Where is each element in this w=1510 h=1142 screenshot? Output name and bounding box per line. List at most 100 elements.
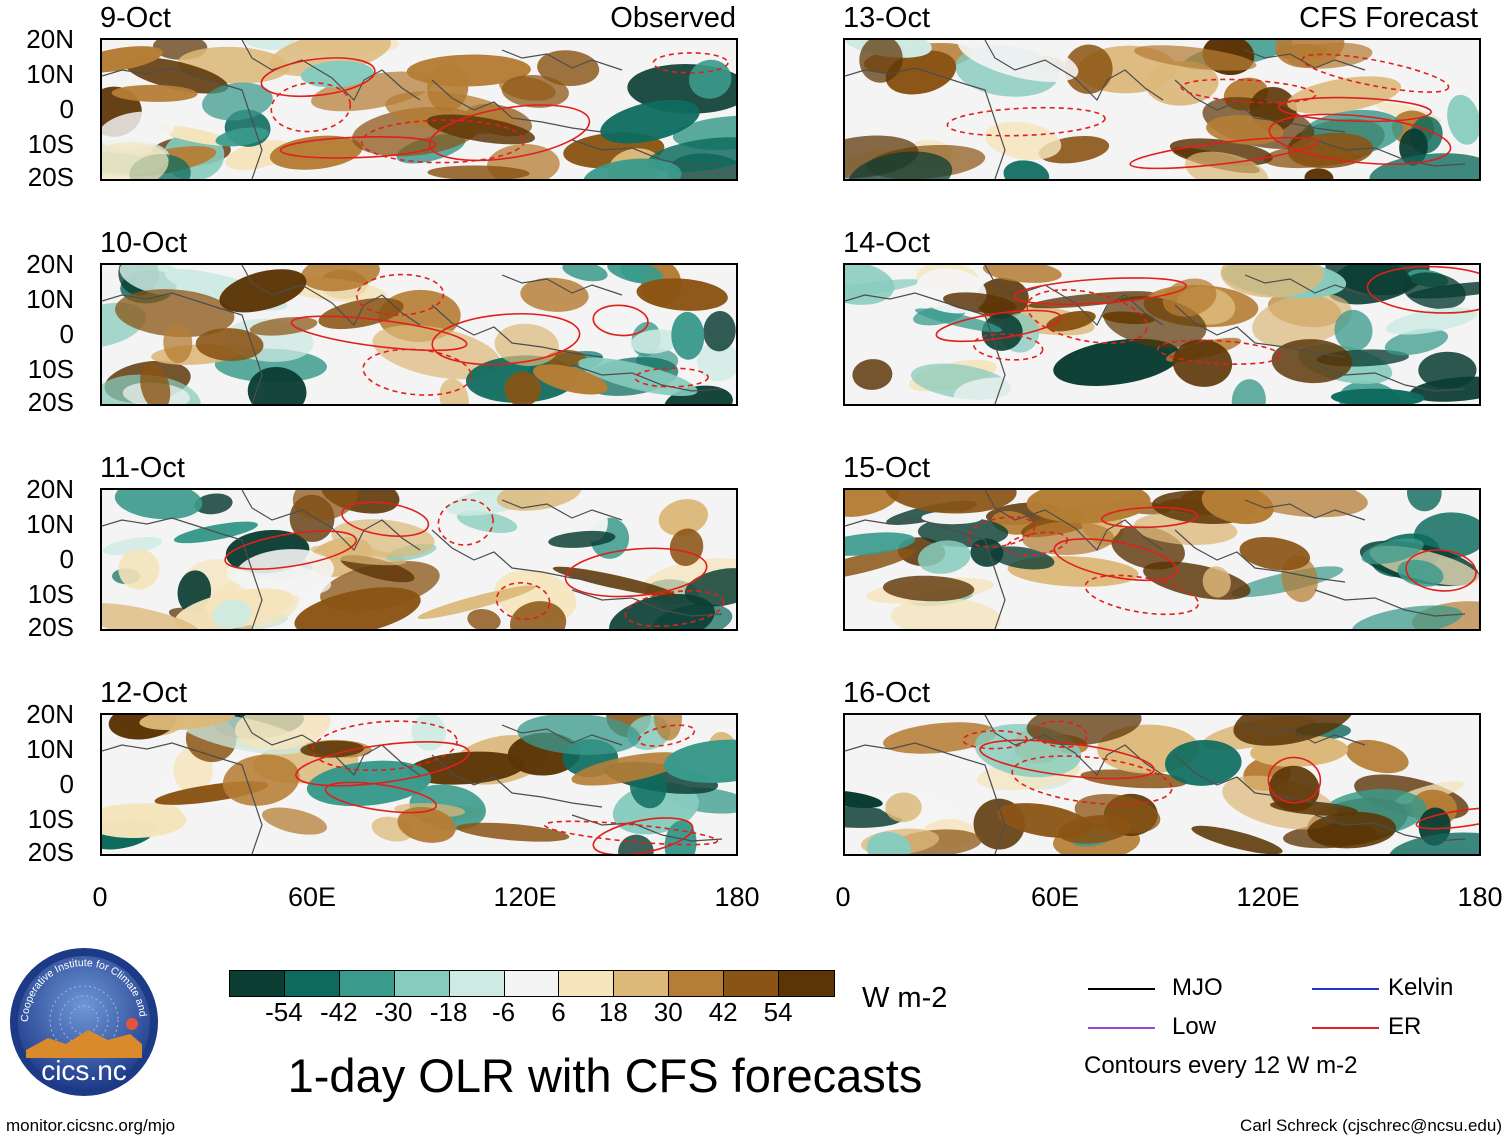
er-contour [1129,136,1319,170]
olr-anomaly-blob [533,364,608,395]
olr-anomaly-blob [1288,132,1374,169]
er-contour [290,315,468,352]
olr-anomaly-blob [658,499,709,536]
lon-label: 60E [287,882,337,912]
er-contour [270,82,352,133]
olr-anomaly-blob [636,278,728,311]
coastline [431,529,603,583]
olr-anomaly-blob [696,341,736,382]
olr-anomaly-blob [139,715,236,731]
er-contour [324,781,438,814]
olr-anomaly-blob [845,265,895,305]
footer-url[interactable]: monitor.cicsnc.org/mjo [6,1116,176,1135]
olr-anomaly-blob [247,366,307,404]
olr-anomaly-blob [703,311,736,352]
olr-anomaly-blob [1408,280,1479,299]
coastline [571,364,723,392]
olr-anomaly-blob [1352,605,1463,629]
colorbar-tick-label: -30 [374,997,413,1027]
olr-anomaly-blob [215,127,269,147]
er-contour [935,309,1062,343]
olr-anomaly-blob [124,57,229,94]
er-contour [1026,289,1148,344]
olr-anomaly-blob [852,359,893,390]
olr-anomaly-blob [102,536,163,556]
lat-label: 20N [26,24,74,54]
legend-contour-note: Contours every 12 W m-2 [1084,1052,1358,1079]
lat-label: 20N [26,474,74,504]
coastline [845,517,1006,629]
olr-anomaly-blob [1022,521,1114,556]
cicsnc-logo: Cooperative Institute for Climate and Sa… [4,937,160,1098]
er-contour [362,348,473,396]
olr-anomaly-blob [102,603,202,629]
coastline [845,292,1006,404]
er-contour [946,106,1106,137]
olr-anomaly-blob [115,289,235,338]
legend-label-kelvin: Kelvin [1388,974,1454,1001]
er-contour [1267,756,1322,804]
olr-anomaly-blob [845,790,883,809]
olr-anomaly-blob [1330,388,1425,404]
olr-anomaly-blob [300,265,380,292]
coastline [1314,364,1466,392]
olr-anomaly-blob [242,40,295,50]
olr-anomaly-blob [102,111,175,150]
olr-anomaly-blob [1406,490,1442,512]
lon-label: 120E [493,882,557,912]
lat-label: 10N [26,284,74,314]
coastline [1174,304,1346,358]
panel-date-14oct: 14-Oct [843,227,931,259]
coastline [102,517,263,629]
olr-anomaly-blob [653,715,682,741]
olr-anomaly-blob [996,803,1092,838]
olr-anomaly-blob [607,265,664,284]
olr-anomaly-blob [261,807,328,835]
er-contour [1277,96,1432,123]
olr-anomaly-blob [915,308,1003,333]
legend-line-kelvin [1312,988,1379,990]
olr-anomaly-blob [1304,168,1334,179]
colorbar-tick-label: 42 [708,997,738,1027]
er-contour [624,589,725,628]
coastline [1174,79,1346,133]
olr-anomaly-blob [1325,265,1412,296]
olr-anomaly-blob [300,60,374,88]
colorbar-cell [394,971,450,996]
panel-tag-observed: Observed [610,2,736,34]
coastline [241,265,421,327]
lat-label: 20S [27,162,74,192]
er-contour [495,581,551,621]
panel-date-12oct: 12-Oct [100,677,188,709]
legend-label-low: Low [1172,1013,1217,1040]
lat-label: 0 [59,544,74,574]
lat-label: 10N [26,59,74,89]
lat-label: 20S [27,387,74,417]
olr-anomaly-blob [848,151,953,179]
er-contour [1157,339,1281,365]
coastline [431,754,603,808]
coastline [1314,814,1466,842]
coastline [1174,754,1346,808]
olr-anomaly-blob [1165,739,1242,786]
panel-tag-cfs-forecast: CFS Forecast [1299,2,1478,34]
olr-anomaly-blob [1231,379,1266,404]
footer-credit: Carl Schreck (cjschrec@ncsu.edu) [1240,1116,1502,1135]
olr-anomaly-blob [669,528,704,566]
lat-label: 10N [26,734,74,764]
er-contour [972,333,1044,361]
olr-anomaly-blob [845,548,915,581]
olr-anomaly-blob [235,549,335,596]
olr-anomaly-blob [156,125,234,146]
colorbar-tick-label: -6 [491,997,516,1027]
olr-anomaly-blob [1201,490,1274,525]
olr-anomaly-blob [517,715,641,755]
olr-anomaly-blob [1064,44,1113,94]
legend-label-er: ER [1388,1013,1422,1040]
er-contour [1180,78,1317,104]
er-contour [1100,506,1199,529]
lat-label: 20N [26,699,74,729]
olr-anomaly-blob [1385,307,1478,335]
olr-anomaly-blob [1239,537,1311,571]
olr-anomaly-blob [1202,566,1231,598]
